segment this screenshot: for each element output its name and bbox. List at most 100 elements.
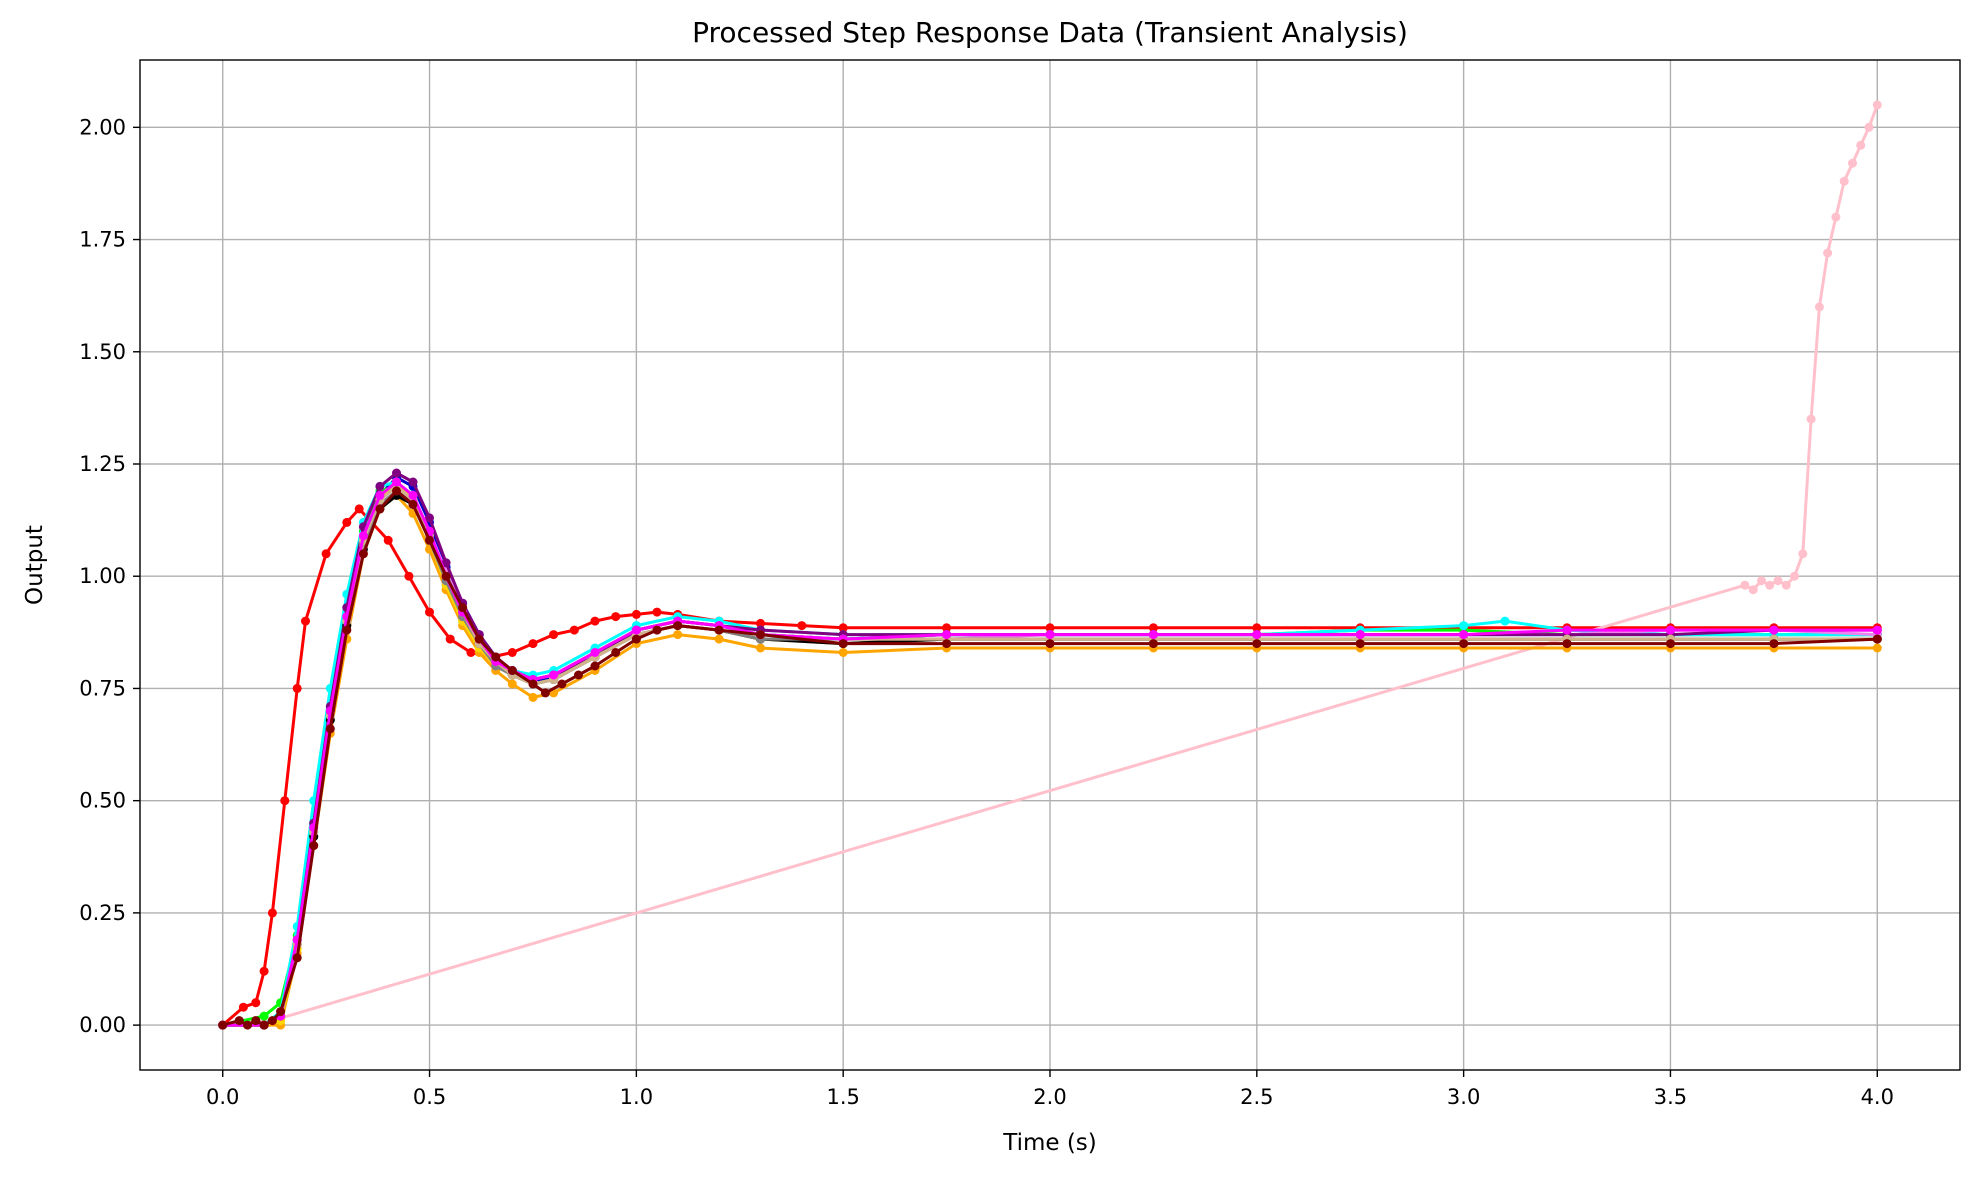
data-point bbox=[1562, 639, 1572, 649]
data-point bbox=[491, 652, 501, 662]
data-point bbox=[218, 1020, 228, 1030]
data-point bbox=[1765, 580, 1775, 590]
data-point bbox=[569, 625, 579, 635]
data-point bbox=[1500, 616, 1510, 626]
data-point bbox=[590, 616, 600, 626]
data-point bbox=[1252, 630, 1262, 640]
data-point bbox=[408, 499, 418, 509]
data-point bbox=[408, 490, 418, 500]
series-layer bbox=[218, 100, 1882, 1030]
axis-ticks: 0.0 0.5 1.0 1.5 2.0 2.5 3.0 3.5 4.0 0.00 0.25 0.50 0… bbox=[79, 115, 1894, 1109]
data-point bbox=[1045, 623, 1055, 633]
y-tick-label: 1.00 bbox=[79, 564, 126, 588]
data-point bbox=[1459, 630, 1469, 640]
data-point bbox=[756, 630, 765, 640]
data-point bbox=[1769, 639, 1779, 649]
y-tick-label: 2.00 bbox=[79, 115, 126, 139]
data-point bbox=[1757, 576, 1766, 586]
data-point bbox=[441, 571, 451, 581]
data-point bbox=[1814, 302, 1824, 312]
data-point bbox=[673, 621, 683, 631]
data-point bbox=[321, 549, 331, 559]
data-point bbox=[375, 504, 385, 514]
data-point bbox=[838, 639, 848, 649]
x-tick-label: 0.0 bbox=[206, 1085, 239, 1109]
data-point bbox=[425, 607, 434, 617]
data-point bbox=[251, 1016, 261, 1026]
data-point bbox=[549, 670, 559, 680]
data-point bbox=[756, 618, 765, 628]
data-point bbox=[590, 648, 600, 657]
data-point bbox=[1666, 625, 1675, 635]
data-point bbox=[325, 724, 335, 734]
data-point bbox=[474, 634, 484, 644]
data-point bbox=[1148, 630, 1158, 640]
data-point bbox=[458, 603, 468, 613]
data-point bbox=[280, 796, 290, 806]
chart-title: Processed Step Response Data (Transient … bbox=[692, 16, 1408, 49]
y-tick-label: 1.50 bbox=[79, 340, 126, 364]
data-point bbox=[1666, 639, 1675, 649]
data-point bbox=[309, 841, 319, 851]
data-point bbox=[611, 648, 621, 657]
data-point bbox=[408, 477, 418, 487]
data-point bbox=[1740, 580, 1750, 590]
y-axis-label: Output bbox=[22, 525, 48, 605]
data-point bbox=[292, 953, 302, 963]
y-tick-label: 0.25 bbox=[79, 901, 126, 925]
data-point bbox=[528, 692, 538, 702]
data-point bbox=[1864, 122, 1874, 132]
data-point bbox=[276, 1007, 286, 1017]
x-tick-label: 2.5 bbox=[1240, 1085, 1273, 1109]
data-point bbox=[942, 630, 952, 640]
data-point bbox=[942, 639, 952, 649]
data-point bbox=[1848, 158, 1857, 168]
data-point bbox=[756, 643, 765, 653]
data-point bbox=[1872, 643, 1882, 653]
data-point bbox=[1806, 414, 1816, 424]
data-point bbox=[528, 639, 538, 649]
data-point bbox=[392, 468, 401, 478]
data-point bbox=[540, 688, 550, 698]
data-point bbox=[1748, 585, 1758, 595]
data-point bbox=[1872, 625, 1882, 635]
x-tick-label: 2.0 bbox=[1033, 1085, 1066, 1109]
data-point bbox=[797, 621, 807, 631]
x-tick-label: 3.5 bbox=[1654, 1085, 1687, 1109]
data-point bbox=[392, 477, 401, 487]
data-point bbox=[1790, 571, 1799, 581]
data-point bbox=[301, 616, 310, 626]
data-point bbox=[652, 607, 662, 617]
data-point bbox=[342, 625, 352, 635]
x-tick-label: 1.0 bbox=[620, 1085, 653, 1109]
data-point bbox=[1148, 623, 1158, 633]
data-point bbox=[1045, 630, 1055, 640]
data-point bbox=[375, 490, 385, 500]
x-tick-label: 1.5 bbox=[826, 1085, 859, 1109]
data-point bbox=[1798, 549, 1808, 559]
data-point bbox=[441, 558, 451, 568]
data-point bbox=[1856, 140, 1866, 150]
data-point bbox=[234, 1016, 244, 1026]
grid-lines bbox=[140, 60, 1960, 1070]
data-point bbox=[238, 1002, 248, 1012]
data-point bbox=[1562, 625, 1572, 635]
data-point bbox=[838, 648, 848, 657]
data-point bbox=[292, 683, 302, 693]
x-tick-label: 4.0 bbox=[1861, 1085, 1894, 1109]
data-point bbox=[259, 1020, 269, 1030]
data-point bbox=[574, 670, 583, 680]
data-point bbox=[507, 679, 517, 689]
series-14 bbox=[218, 486, 1882, 1030]
data-point bbox=[1839, 176, 1849, 186]
y-tick-label: 0.00 bbox=[79, 1013, 126, 1037]
data-point bbox=[392, 486, 401, 496]
series-line bbox=[221, 507, 1878, 1027]
data-point bbox=[1872, 100, 1882, 110]
y-tick-label: 1.25 bbox=[79, 452, 126, 476]
data-point bbox=[1252, 639, 1262, 649]
data-point bbox=[1355, 639, 1365, 649]
data-point bbox=[590, 661, 600, 671]
data-point bbox=[507, 666, 517, 675]
